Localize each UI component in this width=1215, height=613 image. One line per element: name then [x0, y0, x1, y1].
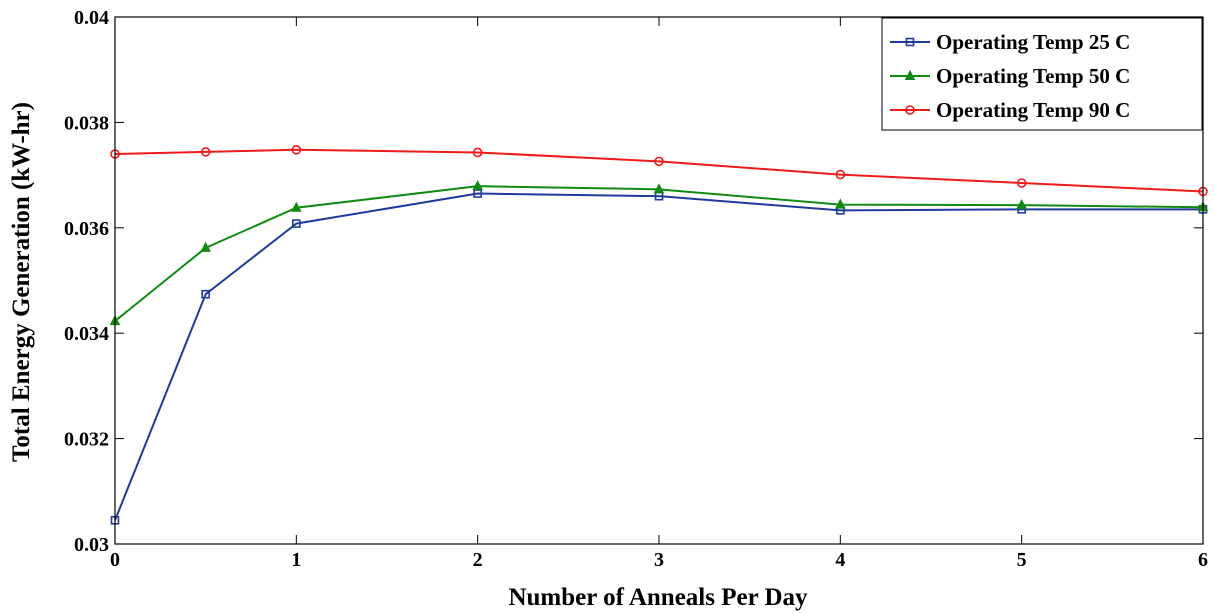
y-tick-label: 0.038	[64, 112, 109, 134]
x-tick-label: 3	[654, 549, 664, 571]
x-tick-label: 5	[1017, 549, 1027, 571]
legend-label: Operating Temp 50 C	[936, 64, 1130, 88]
y-axis-title: Total Energy Generation (kW-hr)	[8, 102, 35, 462]
y-tick-label: 0.04	[74, 7, 109, 29]
y-tick-label: 0.036	[64, 218, 109, 240]
data-point	[292, 219, 301, 228]
legend-marker	[905, 37, 915, 47]
data-point	[200, 147, 211, 157]
legend-entry: Operating Temp 90 C	[890, 98, 1130, 122]
y-tick-label: 0.032	[64, 429, 109, 451]
axes-layer: 0 1 2 3 4 5 6 0.03 0.032 0.034 0.036 0.038 0.04	[64, 7, 1208, 571]
legend-marker	[905, 105, 915, 115]
x-tick-label: 6	[1198, 549, 1208, 571]
series-line	[114, 185, 1204, 322]
data-point	[653, 183, 665, 194]
legend-box	[881, 17, 1203, 131]
x-tick-label: 2	[473, 549, 483, 571]
series-1	[110, 189, 1208, 525]
legend-label: Operating Temp 90 C	[936, 98, 1130, 122]
data-point	[1016, 178, 1027, 188]
data-point	[835, 198, 846, 209]
plot-layer	[109, 145, 1209, 525]
y-tick-label: 0.034	[64, 323, 109, 345]
data-point	[654, 156, 664, 167]
data-point	[291, 145, 302, 155]
data-point	[291, 201, 302, 212]
x-axis-title: Number of Anneals Per Day	[508, 584, 808, 611]
data-point	[835, 169, 846, 180]
series-2	[109, 180, 1209, 326]
series-line	[114, 192, 1203, 521]
legend: Operating Temp 25 C Operating Temp 50 C Op…	[881, 17, 1203, 131]
y-tick-label: 0.03	[74, 534, 109, 556]
series-line	[114, 148, 1204, 193]
data-point	[200, 241, 211, 252]
legend-marker	[904, 69, 916, 80]
x-tick-label: 0	[110, 549, 120, 571]
legend-entry: Operating Temp 25 C	[890, 30, 1130, 54]
data-point	[201, 289, 210, 299]
data-point	[1016, 199, 1027, 210]
data-point	[472, 180, 483, 191]
x-tick-label: 1	[291, 549, 301, 571]
x-tick-label: 4	[835, 549, 845, 571]
legend-entry: Operating Temp 50 C	[890, 64, 1130, 88]
legend-label: Operating Temp 25 C	[936, 30, 1130, 54]
data-point	[472, 147, 483, 158]
